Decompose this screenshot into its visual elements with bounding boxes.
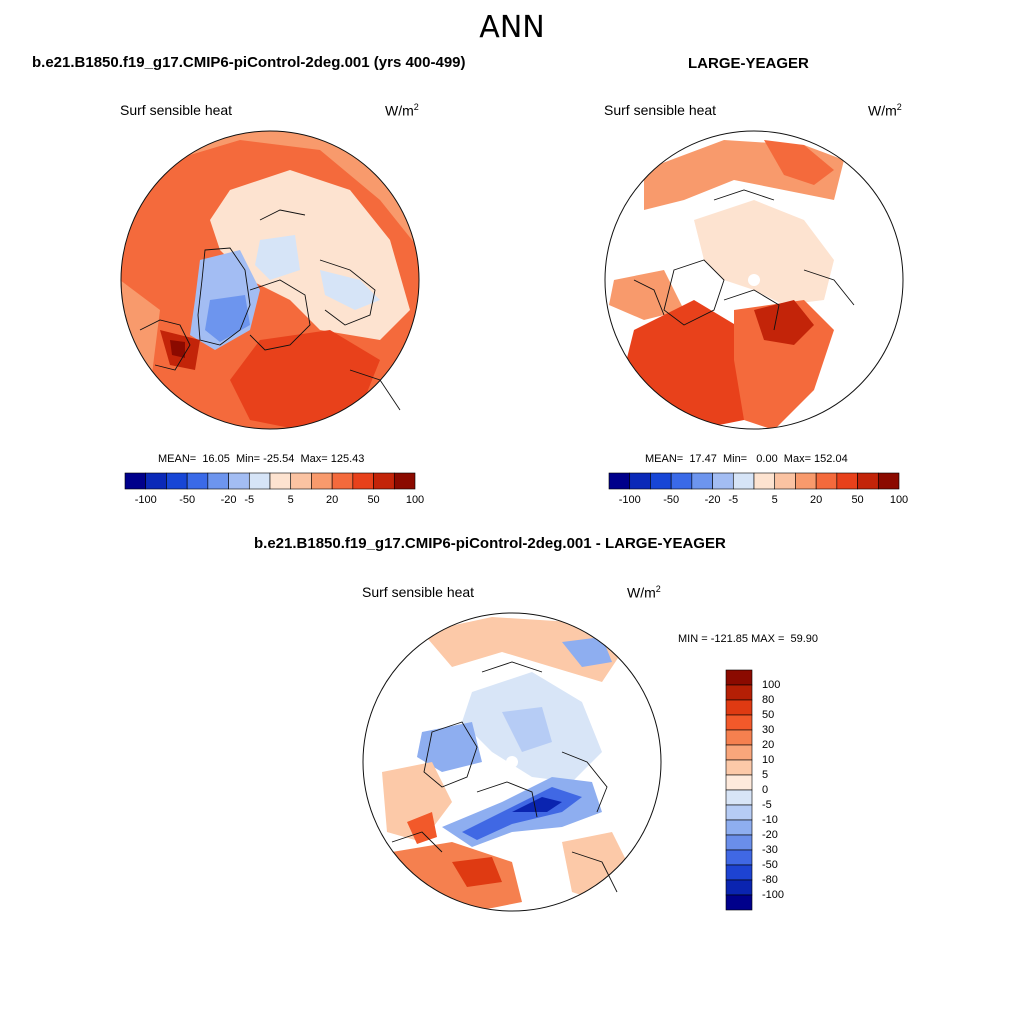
- colorbar-swatch: [186, 472, 209, 490]
- colorbar-tick-label: 100: [762, 679, 781, 691]
- panel1-colorbar-ticks: -100 -50 -20 -5 5 20 50 100: [125, 494, 424, 508]
- panel2-variable-label: Surf sensible heat: [604, 102, 717, 118]
- panel1-case-title: b.e21.B1850.f19_g17.CMIP6-piControl-2deg…: [32, 54, 466, 71]
- colorbar-swatch: [725, 729, 753, 746]
- colorbar-tick-label: 80: [762, 694, 775, 706]
- colorbar-swatch: [331, 472, 354, 490]
- panel3-polar-map: [362, 612, 662, 912]
- colorbar-tick-label: -5: [762, 799, 772, 811]
- colorbar-swatch: [352, 472, 374, 490]
- colorbar-swatch: [207, 472, 229, 490]
- panel1-variable-label: Surf sensible heat: [120, 102, 233, 118]
- colorbar-swatch: [725, 849, 753, 866]
- colorbar-tick-label: 20: [810, 494, 823, 506]
- figure-title: ANN: [479, 10, 545, 45]
- colorbar-swatch: [725, 819, 753, 836]
- panel1-stats: MEAN= 16.05 Min= -25.54 Max= 125.43: [158, 453, 365, 465]
- colorbar-tick-label: -20: [220, 494, 237, 506]
- colorbar-swatch: [725, 864, 753, 881]
- colorbar-tick-label: -30: [762, 844, 778, 856]
- colorbar-tick-label: 20: [326, 494, 339, 506]
- colorbar-tick-label: -10: [762, 814, 778, 826]
- colorbar-swatch: [311, 472, 333, 490]
- colorbar-swatch: [228, 472, 250, 490]
- panel3-colorbar-labels: 100 80 50 30 20 10 5 0 -5 -10 -20 -30 -50 -80 -100: [762, 670, 802, 910]
- colorbar-swatch: [124, 472, 147, 490]
- colorbar-swatch: [290, 472, 312, 490]
- colorbar-tick-label: 20: [762, 739, 775, 751]
- panel2-case-title: LARGE-YEAGER: [688, 55, 809, 72]
- colorbar-tick-label: -50: [663, 494, 680, 506]
- colorbar-swatch: [725, 744, 753, 761]
- colorbar-swatch: [725, 789, 753, 806]
- colorbar-tick-label: 5: [762, 769, 769, 781]
- panel3-stats: MIN = -121.85 MAX = 59.90: [678, 633, 819, 645]
- colorbar-swatch: [725, 699, 753, 716]
- colorbar-swatch: [248, 472, 271, 490]
- panel1-polar-map: [120, 130, 420, 430]
- colorbar-swatch: [725, 759, 753, 776]
- colorbar-tick-label: -20: [704, 494, 721, 506]
- colorbar-tick-label: 0: [762, 784, 769, 796]
- colorbar-swatch: [373, 472, 395, 490]
- colorbar-swatch: [815, 472, 838, 490]
- colorbar-tick-label: -80: [762, 874, 778, 886]
- colorbar-tick-label: 100: [405, 494, 425, 506]
- colorbar-tick-label: 5: [771, 494, 778, 506]
- colorbar-tick-label: -100: [618, 494, 641, 506]
- panel2-stats: MEAN= 17.47 Min= 0.00 Max= 152.04: [645, 453, 848, 465]
- colorbar-swatch: [774, 472, 796, 490]
- colorbar-swatch: [795, 472, 817, 490]
- colorbar-swatch: [608, 472, 631, 490]
- colorbar-swatch: [725, 684, 753, 701]
- colorbar-tick-label: 50: [367, 494, 380, 506]
- colorbar-tick-label: -50: [762, 859, 778, 871]
- colorbar-swatch: [725, 834, 753, 851]
- colorbar-swatch: [269, 472, 292, 490]
- colorbar-swatch: [836, 472, 858, 490]
- colorbar-tick-label: 5: [287, 494, 294, 506]
- panel2-colorbar: [608, 472, 900, 490]
- colorbar-swatch: [857, 472, 879, 490]
- colorbar-tick-label: -100: [762, 889, 785, 901]
- colorbar-swatch: [650, 472, 672, 490]
- colorbar-swatch: [725, 804, 753, 821]
- panel3-variable-label: Surf sensible heat: [362, 584, 475, 600]
- colorbar-swatch: [725, 669, 753, 686]
- colorbar-tick-label: 50: [762, 709, 775, 721]
- colorbar-tick-label: -50: [179, 494, 196, 506]
- colorbar-swatch: [725, 714, 753, 731]
- panel3-case-title: b.e21.B1850.f19_g17.CMIP6-piControl-2deg…: [254, 535, 726, 552]
- colorbar-tick-label: 50: [851, 494, 864, 506]
- colorbar-tick-label: -100: [134, 494, 157, 506]
- colorbar-swatch: [712, 472, 734, 490]
- colorbar-tick-label: -5: [244, 494, 255, 506]
- colorbar-tick-label: 30: [762, 724, 775, 736]
- panel2-polar-map: [604, 130, 904, 430]
- panel1-colorbar: [124, 472, 416, 490]
- colorbar-swatch: [877, 472, 900, 490]
- colorbar-tick-label: 10: [762, 754, 775, 766]
- colorbar-swatch: [753, 472, 776, 490]
- panel3-units: W/m2: [627, 584, 661, 601]
- panel2-colorbar-ticks: -100 -50 -20 -5 5 20 50 100: [609, 494, 908, 508]
- colorbar-swatch: [732, 472, 755, 490]
- colorbar-tick-label: -20: [762, 829, 778, 841]
- colorbar-swatch: [691, 472, 713, 490]
- panel1-units: W/m2: [385, 102, 419, 119]
- panel3-colorbar: [725, 669, 753, 911]
- colorbar-swatch: [725, 894, 753, 911]
- colorbar-swatch: [670, 472, 693, 490]
- colorbar-tick-label: 100: [889, 494, 909, 506]
- colorbar-tick-label: -5: [728, 494, 739, 506]
- colorbar-swatch: [166, 472, 188, 490]
- panel2-units: W/m2: [868, 102, 902, 119]
- colorbar-swatch: [393, 472, 416, 490]
- colorbar-swatch: [145, 472, 167, 490]
- colorbar-swatch: [629, 472, 651, 490]
- colorbar-swatch: [725, 879, 753, 896]
- colorbar-swatch: [725, 774, 753, 791]
